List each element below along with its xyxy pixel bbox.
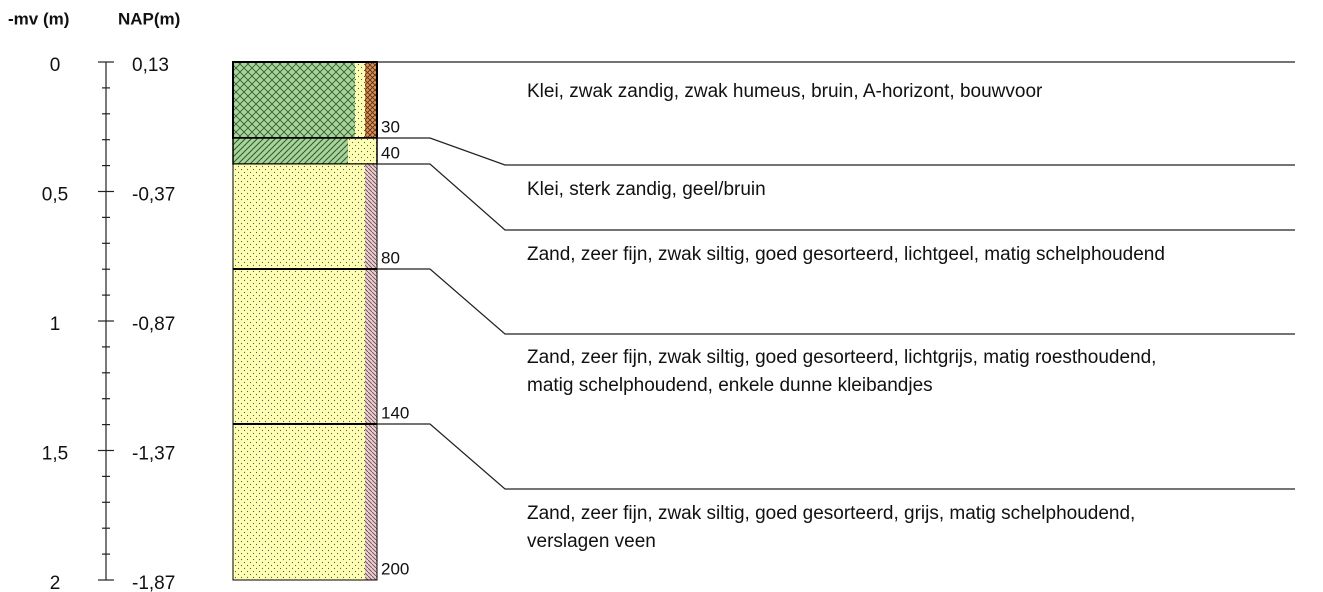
layer-fill <box>355 62 365 138</box>
depth-mark: 80 <box>381 248 400 267</box>
borehole-log: -mv (m) NAP(m) 0 0,13 0,5 -0,37 1 -0,87 1,5 -1,… <box>0 0 1323 592</box>
depth-mark: 30 <box>381 117 400 136</box>
connector <box>377 269 1295 334</box>
connector <box>377 424 1295 489</box>
depth-label: 0,5 <box>42 185 68 206</box>
nap-label: -1,37 <box>132 444 175 465</box>
depth-mark: 140 <box>381 403 409 422</box>
depth-label: 2 <box>50 573 61 592</box>
layer-fill <box>233 164 365 580</box>
connector <box>377 164 1295 230</box>
depth-label: 1 <box>50 314 61 335</box>
layer-fill <box>365 164 377 580</box>
nap-header: NAP(m) <box>118 9 180 28</box>
layer-description: Klei, sterk zandig, geel/bruin <box>527 179 766 200</box>
layer-description: Zand, zeer fijn, zwak siltig, goed gesor… <box>527 244 1165 265</box>
layer-description: matig schelphoudend, enkele dunne kleiba… <box>527 375 933 396</box>
page: -mv (m) NAP(m) 0 0,13 0,5 -0,37 1 -0,87 1,5 -1,… <box>0 0 1323 592</box>
depth-label: 0 <box>50 55 61 76</box>
connector <box>377 138 1295 165</box>
layer-fill <box>233 138 348 164</box>
layer-description: verslagen veen <box>527 531 656 552</box>
depth-header: -mv (m) <box>8 9 69 28</box>
nap-label: -0,87 <box>132 314 175 335</box>
depth-mark: 40 <box>381 143 400 162</box>
layer-fill <box>348 138 377 164</box>
depth-mark: 200 <box>381 559 409 578</box>
layer-fill <box>365 62 377 138</box>
layer-description: Zand, zeer fijn, zwak siltig, goed gesor… <box>527 503 1135 524</box>
scale: 0 0,13 0,5 -0,37 1 -0,87 1,5 -1,37 2 -1,87 <box>42 55 176 592</box>
layer-fill <box>233 62 355 138</box>
nap-label: -1,87 <box>132 573 175 592</box>
nap-label: -0,37 <box>132 185 175 206</box>
nap-label: 0,13 <box>132 55 169 76</box>
layers: 30 Klei, zwak zandig, zwak humeus, bruin,… <box>377 81 1295 578</box>
layer-description: Klei, zwak zandig, zwak humeus, bruin, A… <box>527 81 1043 102</box>
layer-description: Zand, zeer fijn, zwak siltig, goed gesor… <box>527 347 1156 368</box>
column <box>233 62 377 580</box>
depth-label: 1,5 <box>42 444 68 465</box>
